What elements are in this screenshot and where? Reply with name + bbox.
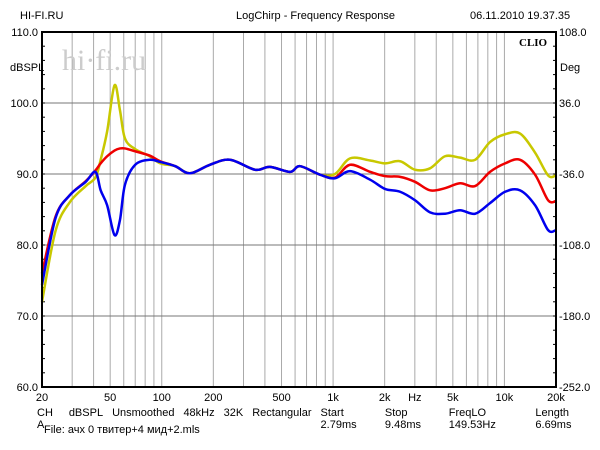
param-4: 32K xyxy=(223,407,244,419)
y2-tick-label: -252.0 xyxy=(559,382,590,394)
param-7: Stop 9.48ms xyxy=(384,407,421,431)
y2-tick-label: -36.0 xyxy=(559,169,584,181)
y2-axis-label: Deg xyxy=(560,62,581,74)
x-axis-label: Hz xyxy=(408,392,421,404)
param-3: 48kHz xyxy=(183,407,215,419)
y-tick-label: 60.0 xyxy=(17,382,38,394)
x-tick-label: 50 xyxy=(104,392,116,404)
series-yellow-line xyxy=(40,83,557,303)
y2-tick-label: -108.0 xyxy=(559,240,590,252)
x-tick-label: 1k xyxy=(327,392,339,404)
x-tick-label: 5k xyxy=(447,392,459,404)
y-tick-label: 90.0 xyxy=(17,169,38,181)
series-blue-line xyxy=(40,158,557,286)
site-label: HI-FI.RU xyxy=(20,10,64,22)
x-tick-label: 20 xyxy=(36,392,48,404)
y2-tick-label: 108.0 xyxy=(559,27,587,39)
y-tick-label: 100.0 xyxy=(10,98,38,110)
measurement-params: CH A dBSPL Unsmoothed 48kHz 32K Rectangular St… xyxy=(37,407,600,431)
y-axis-label: dBSPL xyxy=(10,62,45,74)
chart-title: LogChirp - Frequency Response xyxy=(236,10,395,22)
x-tick-label: 200 xyxy=(204,392,222,404)
hifi-watermark: hi·fi.ru xyxy=(62,44,147,77)
param-2: Unsmoothed xyxy=(112,407,175,419)
y-tick-label: 110.0 xyxy=(11,27,38,39)
x-tick-label: 500 xyxy=(272,392,290,404)
param-6: Start 2.79ms xyxy=(320,407,357,431)
plot-frame xyxy=(41,31,557,388)
y2-tick-label: -180.0 xyxy=(559,311,590,323)
timestamp: 06.11.2010 19.37.35 xyxy=(470,10,571,22)
y-tick-label: 70.0 xyxy=(17,311,38,323)
x-tick-label: 100 xyxy=(153,392,171,404)
x-tick-label: 2k xyxy=(379,392,391,404)
param-9: Length 6.69ms xyxy=(535,407,572,431)
param-1: dBSPL xyxy=(68,407,104,419)
y2-tick-label: 36.0 xyxy=(559,98,580,110)
param-0: CH A xyxy=(37,407,53,431)
clio-logo: CLIO xyxy=(519,37,548,49)
x-tick-label: 20k xyxy=(547,392,565,404)
param-5: Rectangular xyxy=(252,407,312,419)
file-name: File: ачх 0 твитер+4 мид+2.mls xyxy=(44,424,200,436)
y-tick-label: 80.0 xyxy=(17,240,38,252)
param-8: FreqLO 149.53Hz xyxy=(448,407,496,431)
x-tick-label: 10k xyxy=(496,392,514,404)
